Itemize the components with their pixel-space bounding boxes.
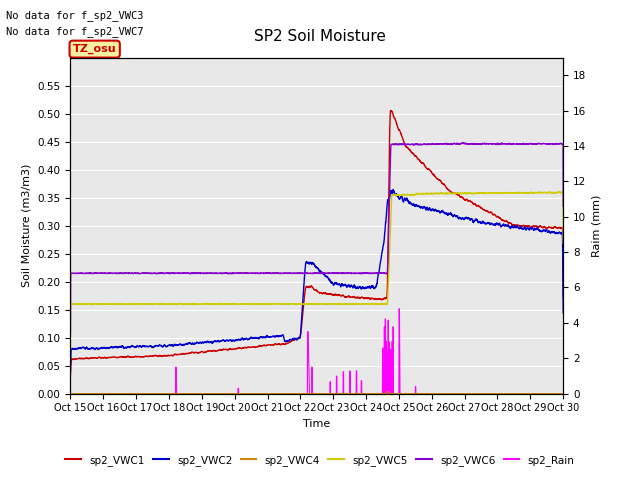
Text: TZ_osu: TZ_osu [73,44,116,54]
X-axis label: Time: Time [303,419,330,429]
Legend: sp2_VWC1, sp2_VWC2, sp2_VWC4, sp2_VWC5, sp2_VWC6, sp2_Rain: sp2_VWC1, sp2_VWC2, sp2_VWC4, sp2_VWC5, … [61,451,579,470]
Y-axis label: Raim (mm): Raim (mm) [592,194,602,257]
Text: No data for f_sp2_VWC7: No data for f_sp2_VWC7 [6,26,144,37]
Text: No data for f_sp2_VWC3: No data for f_sp2_VWC3 [6,10,144,21]
Y-axis label: Soil Moisture (m3/m3): Soil Moisture (m3/m3) [22,164,32,288]
Text: SP2 Soil Moisture: SP2 Soil Moisture [254,29,386,44]
